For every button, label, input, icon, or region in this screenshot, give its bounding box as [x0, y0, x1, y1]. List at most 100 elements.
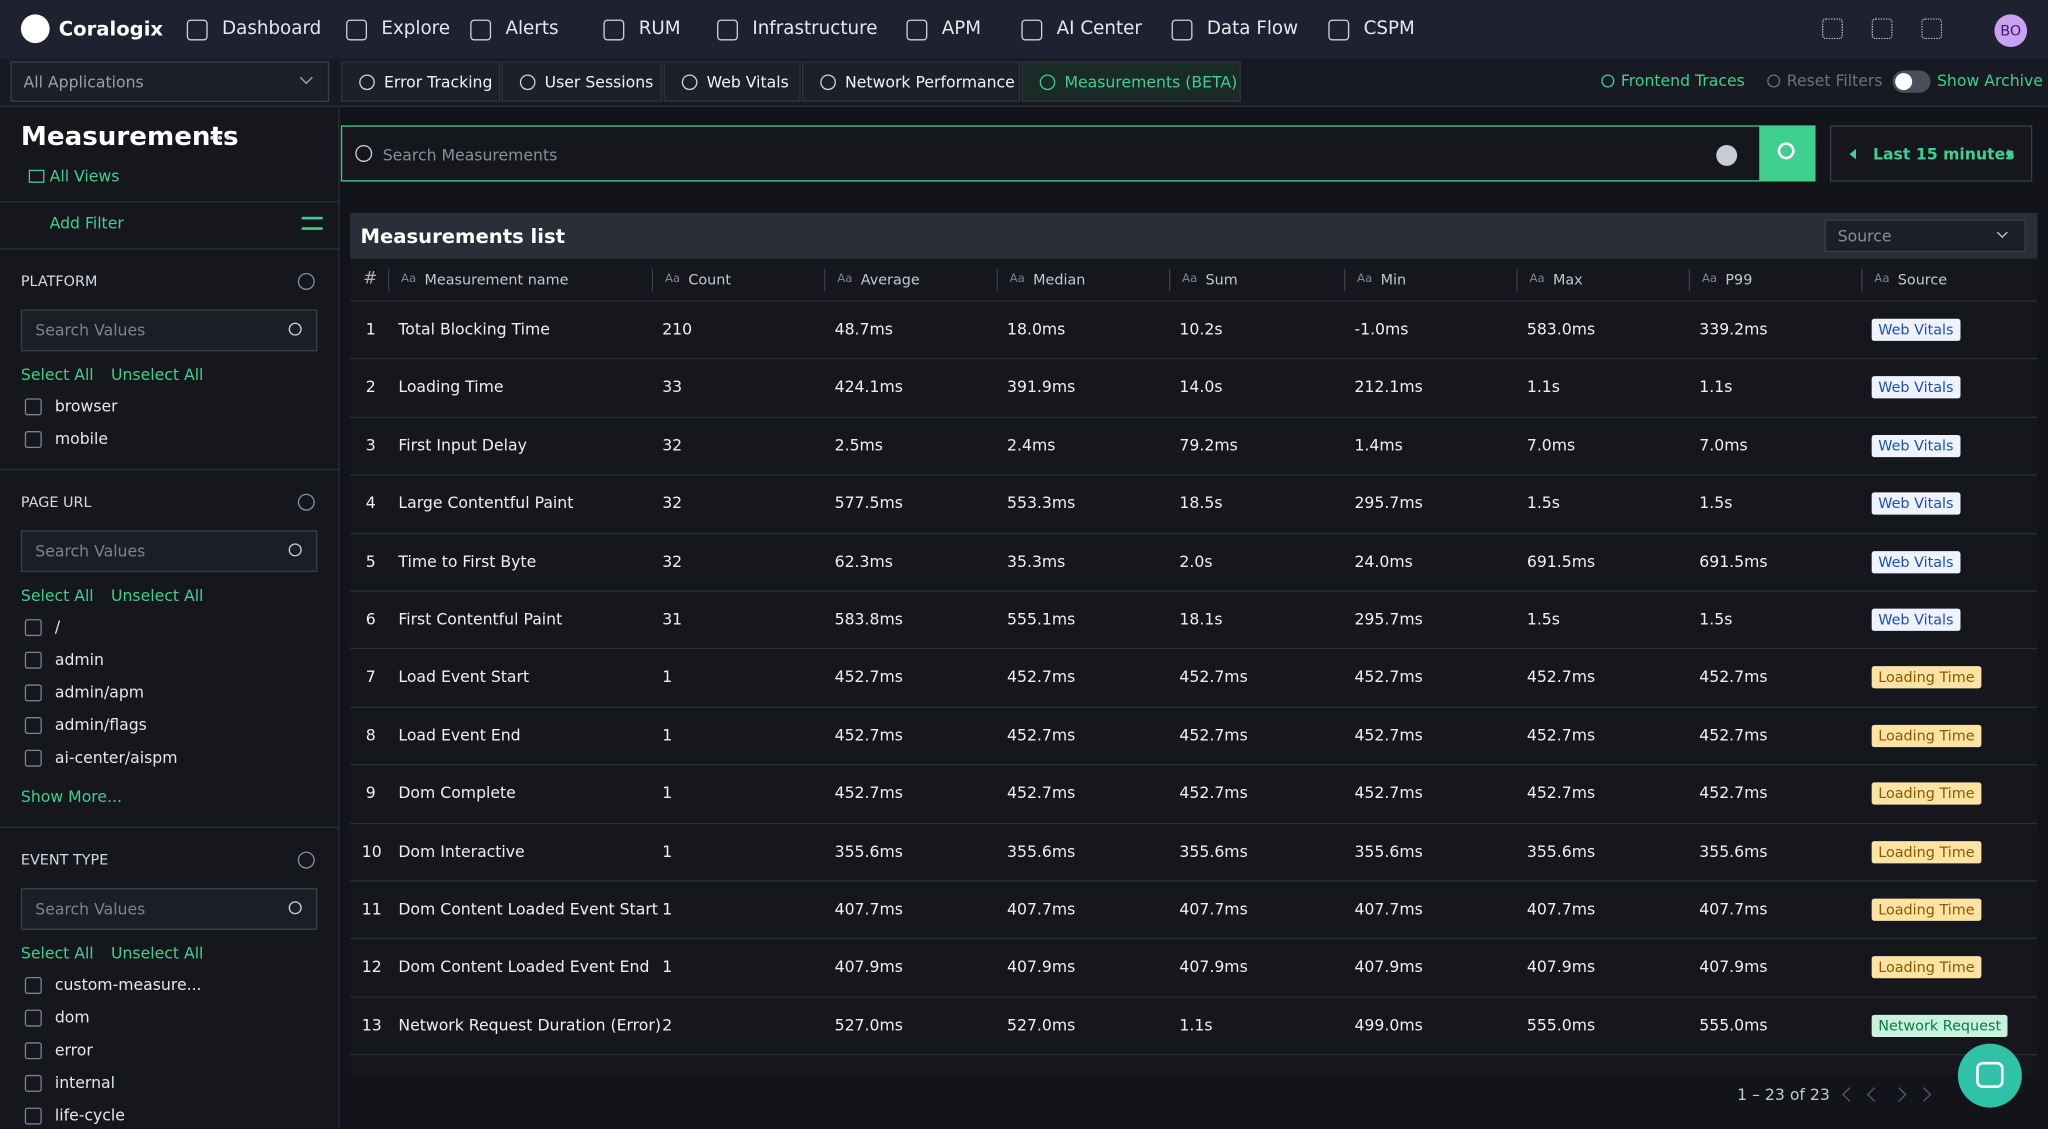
app-select[interactable]: All Applications	[10, 61, 330, 102]
column-header[interactable]: Count	[688, 271, 731, 289]
tab-label: Error Tracking	[383, 73, 493, 92]
tab[interactable]: User Sessions	[501, 61, 663, 102]
search-box[interactable]: Search Values	[20, 888, 318, 930]
search-bar[interactable]: Search Measurements	[340, 125, 1761, 182]
search-box[interactable]: Search Values	[20, 309, 318, 352]
alerts-icon[interactable]	[1921, 18, 1943, 40]
tab[interactable]: Network Performance	[801, 61, 1021, 102]
checkbox[interactable]	[24, 1009, 42, 1027]
column-header[interactable]: Min	[1380, 271, 1407, 289]
nav-item[interactable]: RUM	[603, 10, 704, 49]
unselect-all[interactable]: Unselect All	[111, 586, 204, 605]
table-row[interactable]: 6 First Contentful Paint 31 583.8ms 555.1ms 1…	[350, 592, 2038, 650]
cell: 452.7ms	[1526, 725, 1596, 745]
search-placeholder: Search Measurements	[382, 146, 558, 165]
source-select[interactable]: Source	[1824, 219, 2026, 253]
checkbox[interactable]	[24, 431, 42, 448]
nav-icon	[1021, 19, 1043, 41]
section-collapse[interactable]	[297, 272, 315, 290]
checkbox[interactable]	[24, 717, 42, 735]
section-collapse[interactable]	[297, 851, 315, 869]
prev-arrow	[1849, 148, 1856, 160]
table-row[interactable]: 4 Large Contentful Paint 32 577.5ms 553.3ms 1…	[350, 476, 2038, 534]
page-nav[interactable]	[1866, 1087, 1882, 1102]
table-row[interactable]: 1 Total Blocking Time 210 48.7ms 18.0ms 10.2s…	[350, 302, 2038, 360]
nav-item[interactable]: Explore	[346, 10, 457, 49]
column-header[interactable]: Measurement name	[424, 271, 569, 289]
table-header-bar: Measurements list Source	[350, 212, 2038, 259]
column-header[interactable]: Median	[1033, 271, 1086, 289]
checkbox[interactable]	[24, 398, 42, 416]
tab[interactable]: Error Tracking	[340, 61, 501, 102]
clear-icon[interactable]	[1716, 144, 1738, 166]
link[interactable]: Frontend Traces	[1620, 71, 1745, 91]
checkbox[interactable]	[24, 684, 42, 702]
unselect-all[interactable]: Unselect All	[111, 365, 204, 384]
section-collapse[interactable]	[297, 493, 315, 511]
select-all[interactable]: Select All	[20, 586, 94, 605]
link[interactable]: Reset Filters	[1786, 71, 1883, 91]
select-all[interactable]: Select All	[20, 365, 94, 384]
apps-icon[interactable]	[1822, 18, 1843, 40]
collapse-icon[interactable]	[301, 216, 323, 230]
checkbox[interactable]	[24, 619, 42, 637]
table-row[interactable]: 13 Network Request Duration (Error) 2 527.0…	[350, 998, 2038, 1056]
column-header[interactable]: P99	[1725, 271, 1753, 289]
tab[interactable]: Measurements (BETA)	[1021, 61, 1241, 102]
nav-label: Data Flow	[1206, 18, 1299, 40]
column-header[interactable]: Sum	[1205, 271, 1238, 289]
column-header[interactable]: Max	[1552, 271, 1583, 289]
cell: 14.0s	[1179, 377, 1223, 397]
nav-item[interactable]: CSPM	[1328, 10, 1419, 49]
column-header: #	[363, 269, 378, 289]
table-row[interactable]: 12 Dom Content Loaded Event End 1 407.9ms 40…	[350, 940, 2038, 998]
table-row[interactable]: 7 Load Event Start 1 452.7ms 452.7ms 452.7ms 4…	[350, 650, 2038, 708]
nav-item[interactable]: Infrastructure	[717, 10, 893, 49]
ai-icon[interactable]	[1871, 18, 1893, 40]
select-all[interactable]: Select All	[20, 944, 94, 963]
table-row[interactable]: 9 Dom Complete 1 452.7ms 452.7ms 452.7ms 452.7…	[350, 766, 2038, 824]
checkbox[interactable]	[24, 1042, 42, 1060]
cell: First Contentful Paint	[398, 609, 563, 629]
table-row[interactable]: 3 First Input Delay 32 2.5ms 2.4ms 79.2ms 1.4m…	[350, 418, 2038, 476]
table-row[interactable]: 5 Time to First Byte 32 62.3ms 35.3ms 2.0s 24.…	[350, 534, 2038, 592]
nav-item[interactable]: AI Center	[1021, 10, 1158, 49]
all-views[interactable]: All Views	[49, 167, 120, 186]
checkbox[interactable]	[24, 651, 42, 669]
tab[interactable]: Web Vitals	[663, 61, 801, 102]
table-row[interactable]: 8 Load Event End 1 452.7ms 452.7ms 452.7ms 452…	[350, 708, 2038, 766]
show-more[interactable]: Show More...	[20, 787, 122, 806]
column-header[interactable]: Average	[860, 271, 920, 289]
link[interactable]: Show Archive	[1936, 71, 2043, 91]
page-nav[interactable]	[1842, 1087, 1857, 1102]
cell: 452.7ms	[1526, 667, 1596, 687]
page-nav[interactable]	[1891, 1087, 1907, 1102]
nav-item[interactable]: Alerts	[470, 10, 590, 49]
chat-button[interactable]	[1957, 1043, 2022, 1108]
unselect-all[interactable]: Unselect All	[111, 944, 204, 963]
checkbox[interactable]	[24, 749, 42, 767]
checkbox[interactable]	[24, 1074, 42, 1092]
cell: 452.7ms	[1354, 783, 1423, 803]
help-icon	[355, 144, 373, 162]
search-placeholder: Search Values	[35, 321, 146, 340]
nav-item[interactable]: APM	[906, 10, 1008, 49]
cell: Total Blocking Time	[398, 319, 550, 339]
nav-item[interactable]: Dashboard	[186, 10, 333, 49]
add-filter[interactable]: Add Filter	[49, 214, 124, 233]
option-label: ai-center/aispm	[54, 748, 178, 767]
page-nav[interactable]	[1916, 1087, 1932, 1102]
nav-item[interactable]: Data Flow	[1171, 10, 1316, 49]
search-box[interactable]: Search Values	[20, 530, 318, 573]
table-row[interactable]: 10 Dom Interactive 1 355.6ms 355.6ms 355.6ms 3…	[350, 824, 2038, 882]
time-picker[interactable]: Last 15 minutes	[1829, 125, 2033, 182]
checkbox[interactable]	[24, 1107, 42, 1125]
checkbox[interactable]	[24, 976, 42, 994]
avatar[interactable]: BO	[1994, 14, 2028, 48]
column-header[interactable]: Source	[1897, 271, 1948, 289]
cell: 452.7ms	[1007, 667, 1076, 687]
cell: 407.7ms	[834, 899, 903, 919]
table-row[interactable]: 11 Dom Content Loaded Event Start 1 407.7ms…	[350, 882, 2038, 940]
archive-toggle[interactable]	[1892, 70, 1931, 93]
table-row[interactable]: 2 Loading Time 33 424.1ms 391.9ms 14.0s 212.1m…	[350, 360, 2038, 418]
